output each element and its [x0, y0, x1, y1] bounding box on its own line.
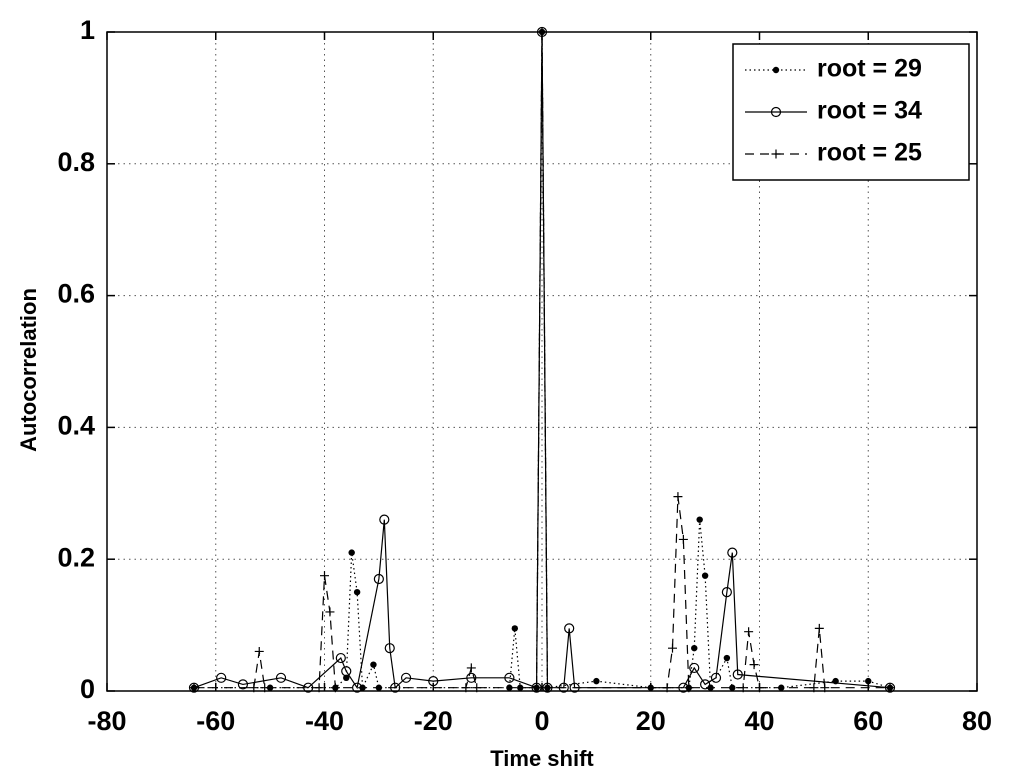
legend-label: root = 34 — [817, 97, 922, 125]
legend-label: root = 29 — [817, 55, 922, 83]
point-marker — [696, 516, 703, 523]
point-marker — [542, 683, 552, 693]
point-marker — [700, 679, 711, 690]
point-marker — [727, 547, 738, 558]
point-marker — [744, 627, 754, 637]
point-marker — [723, 654, 731, 662]
point-marker — [400, 672, 412, 683]
point-marker — [689, 662, 700, 674]
point-marker — [461, 683, 471, 693]
y-tick-label: 0.8 — [57, 147, 95, 177]
y-tick-label: 0.4 — [57, 411, 95, 441]
point-marker — [348, 549, 355, 556]
point-marker — [370, 661, 377, 668]
x-tick-label: -20 — [414, 706, 453, 736]
point-marker — [353, 588, 361, 596]
point-marker — [673, 492, 683, 502]
point-marker — [691, 644, 698, 652]
point-marker — [384, 643, 395, 654]
point-marker — [320, 571, 329, 581]
point-marker — [738, 683, 748, 693]
point-marker — [701, 572, 709, 579]
point-marker — [216, 672, 227, 683]
y-tick-label: 0 — [80, 674, 95, 704]
point-marker — [511, 625, 519, 632]
point-marker — [325, 607, 335, 617]
point-marker — [729, 684, 736, 691]
x-tick-label: 0 — [534, 706, 549, 736]
point-marker — [678, 534, 688, 544]
point-marker — [373, 573, 384, 585]
point-marker — [428, 676, 439, 687]
point-marker — [885, 683, 895, 693]
point-marker — [865, 677, 872, 685]
x-tick-label: 20 — [636, 706, 666, 736]
x-tick-label: 40 — [744, 706, 774, 736]
point-marker — [466, 663, 476, 673]
point-marker — [564, 623, 575, 634]
point-marker — [254, 646, 264, 656]
point-marker — [189, 683, 199, 693]
y-axis-label: Autocorrelation — [16, 288, 41, 452]
point-marker — [732, 669, 743, 680]
point-marker — [532, 683, 542, 693]
point-marker — [721, 587, 732, 598]
point-marker — [237, 679, 249, 690]
x-tick-label: -80 — [87, 706, 126, 736]
point-marker — [593, 677, 600, 685]
point-marker — [755, 683, 764, 693]
legend-label: root = 25 — [817, 139, 922, 167]
point-marker — [275, 672, 287, 683]
x-tick-label: -40 — [305, 706, 344, 736]
point-marker — [249, 683, 259, 693]
point-marker — [472, 683, 482, 693]
point-marker — [343, 674, 350, 682]
point-marker — [668, 643, 677, 653]
x-tick-label: -60 — [196, 706, 235, 736]
point-marker — [379, 514, 390, 525]
x-axis-label: Time shift — [490, 746, 594, 771]
point-marker — [504, 672, 515, 683]
data-line — [193, 31, 891, 690]
point-marker — [466, 672, 477, 683]
point-marker — [749, 660, 759, 670]
y-tick-label: 0.6 — [57, 279, 95, 309]
point-marker — [809, 683, 819, 693]
point-marker — [814, 623, 824, 633]
point-marker — [260, 683, 270, 693]
point-marker — [710, 672, 722, 683]
point-marker — [662, 683, 672, 693]
point-marker — [314, 683, 324, 693]
point-marker — [335, 652, 346, 664]
x-tick-label: 80 — [962, 706, 992, 736]
point-marker — [517, 684, 524, 691]
point-marker — [684, 683, 694, 693]
point-marker — [770, 106, 782, 118]
point-marker — [341, 666, 352, 677]
x-tick-label: 60 — [853, 706, 883, 736]
y-tick-label: 1 — [80, 15, 95, 45]
point-marker — [820, 683, 830, 693]
point-marker — [537, 27, 547, 37]
y-tick-label: 0.2 — [57, 542, 95, 572]
point-marker — [771, 149, 781, 159]
point-marker — [772, 66, 780, 74]
point-marker — [330, 683, 340, 693]
